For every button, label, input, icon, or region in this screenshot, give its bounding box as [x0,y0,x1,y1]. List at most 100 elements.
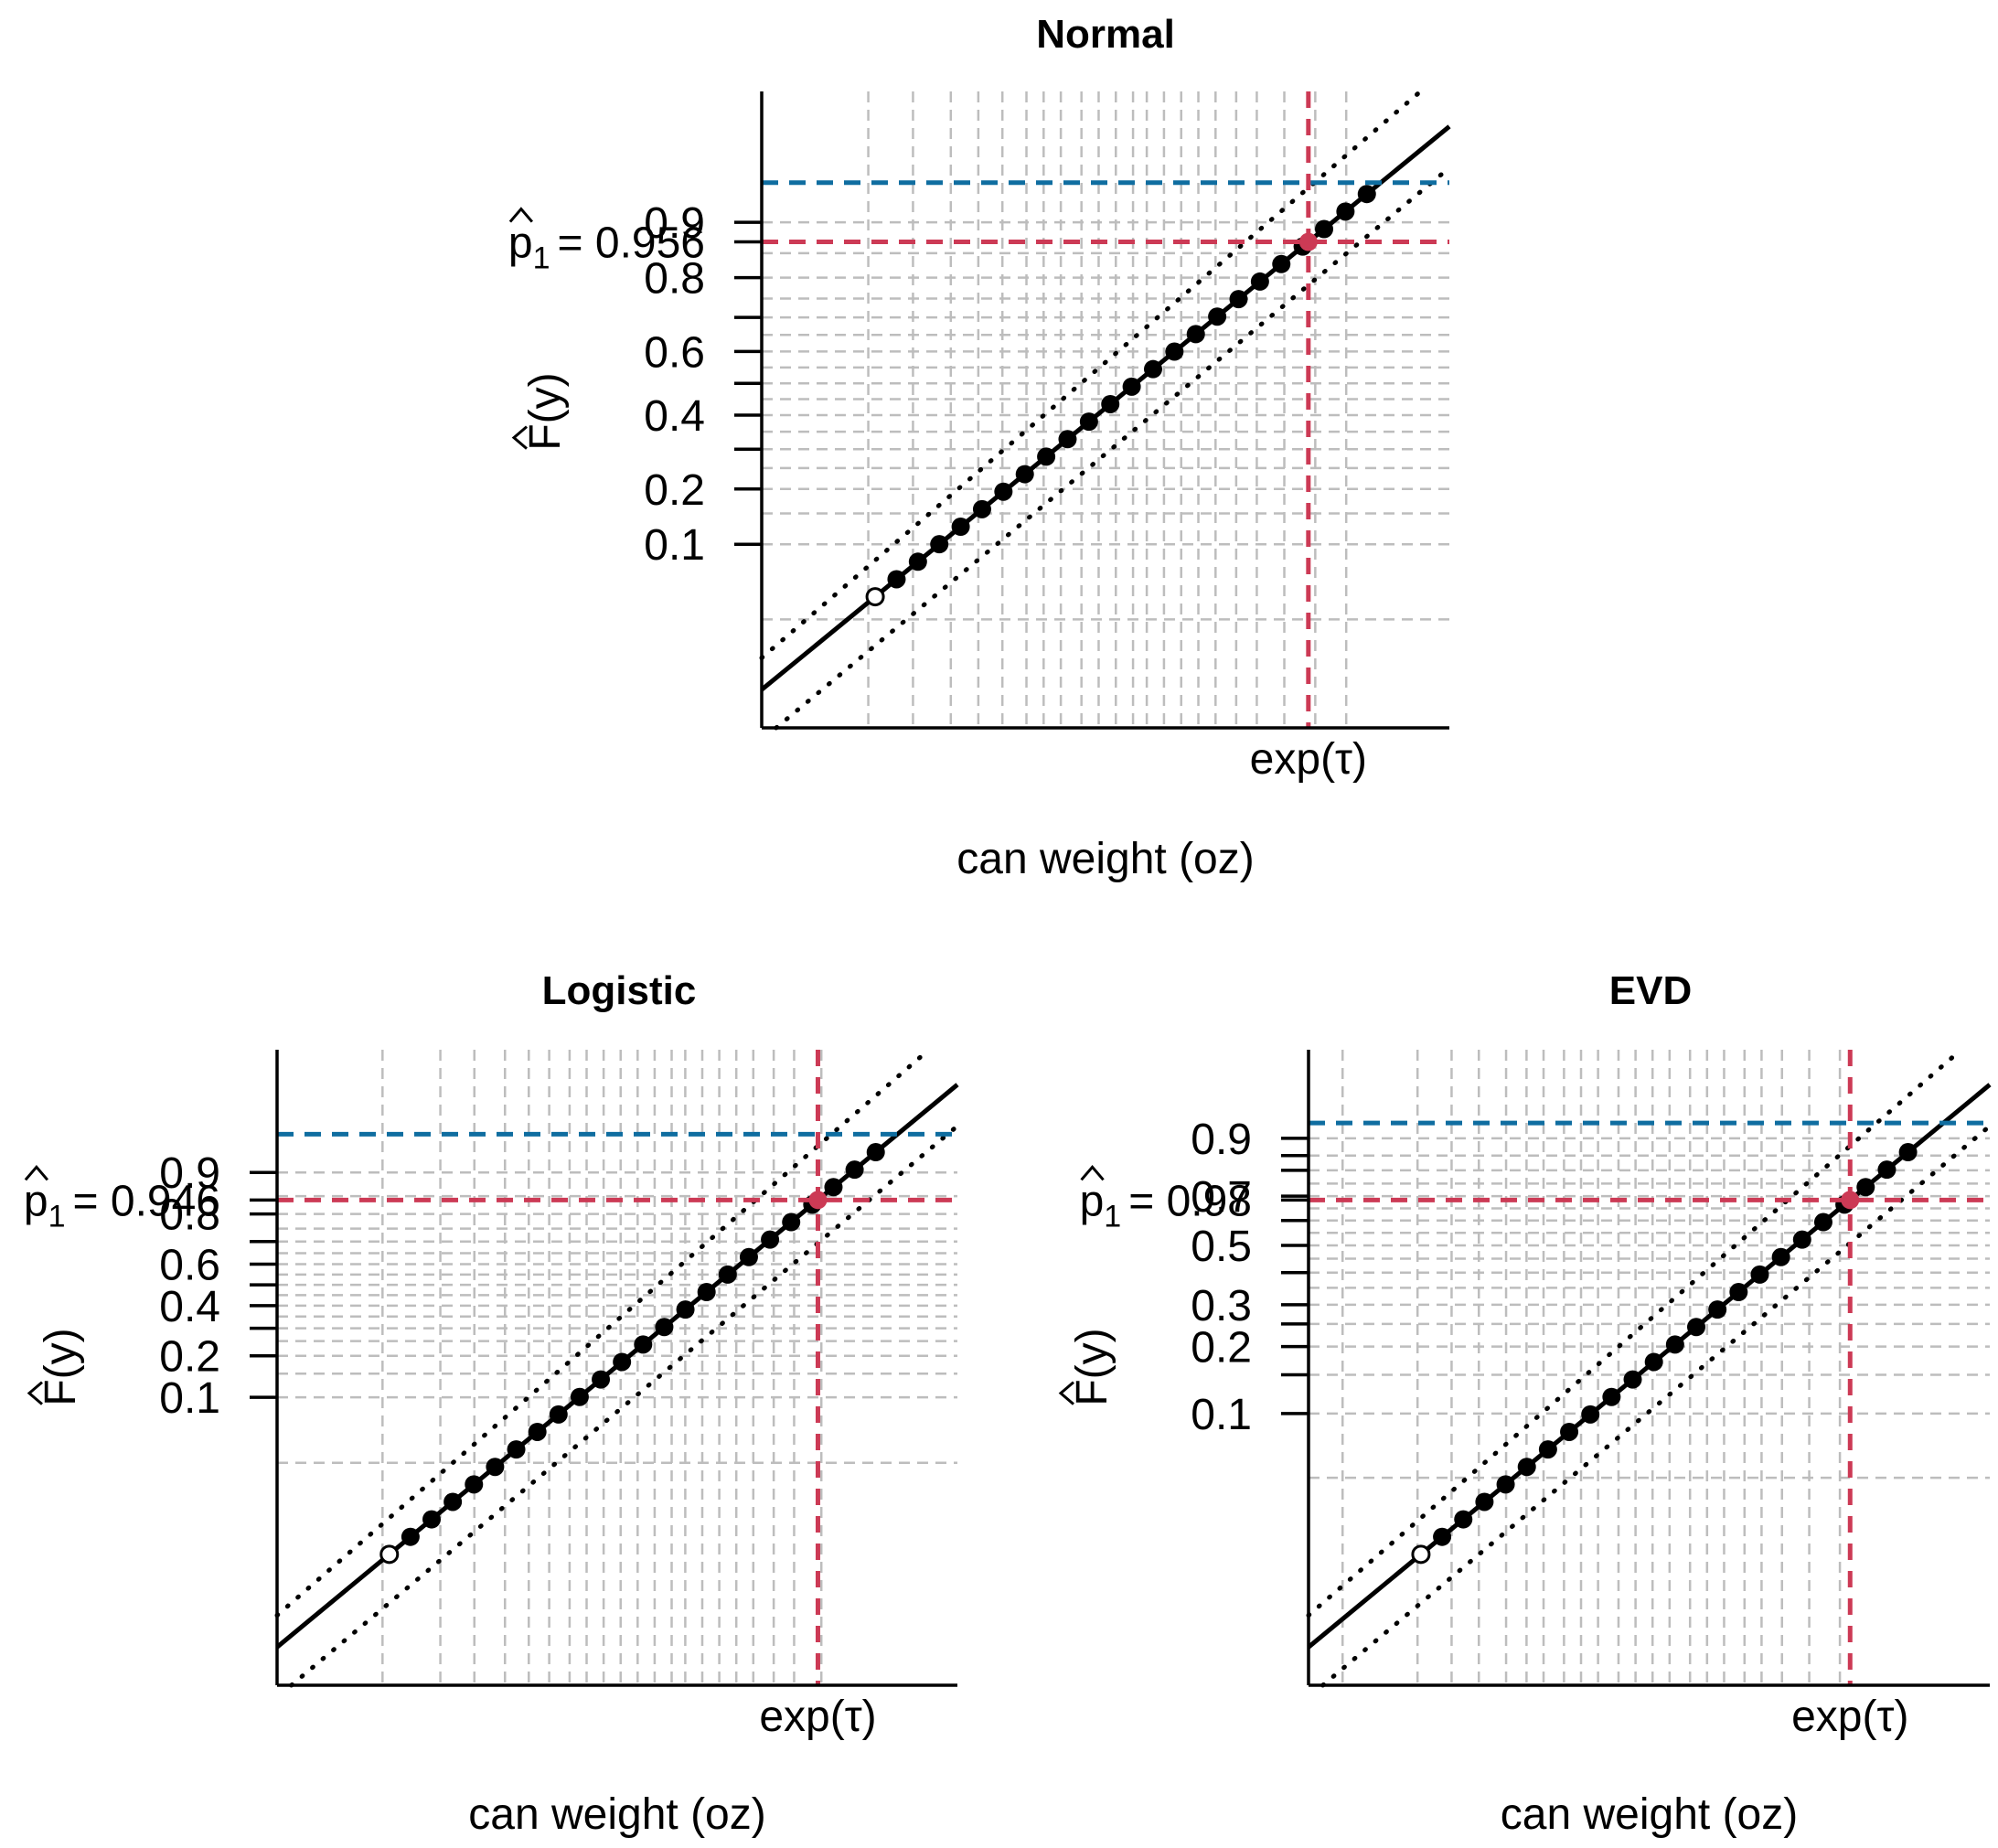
p-hat-value: = 0.956 [558,219,705,268]
upper-confidence-band [759,89,1423,660]
data-point [908,552,927,571]
lower-confidence-band [774,166,1452,731]
data-points [865,185,1376,607]
p-hat-subscript: 1 [1104,1199,1121,1234]
data-point [1792,1230,1811,1249]
y-tick-label: 0.2 [1191,1324,1252,1373]
data-point [1058,430,1077,449]
y-tick-label: 0.9 [644,199,705,248]
y-tick-label: 0.1 [644,521,705,570]
p-hat-point [808,1191,828,1210]
p-hat-accent [1080,1165,1105,1181]
f-hat-accent [1058,1381,1074,1405]
data-point [486,1458,505,1477]
panel-title: Normal [1036,12,1175,57]
p-hat-accent [24,1165,49,1181]
data-point [1729,1283,1748,1302]
data-point [1079,412,1098,432]
data-points [379,1143,885,1565]
data-point [1708,1300,1727,1319]
p-hat-accent [508,207,534,223]
p-hat-value: = 0.946 [73,1177,220,1225]
y-tick-label: 0.9 [159,1149,220,1198]
y-tick-label: 0.8 [644,255,705,304]
data-point [930,535,949,554]
p-hat-symbol: p [24,1177,48,1225]
data-point [1336,202,1355,221]
data-point [613,1352,632,1372]
y-tick-label: 0.8 [159,1191,220,1240]
data-point [379,1544,400,1565]
data-point [1644,1352,1663,1372]
data-point [1143,359,1162,379]
data-point [1560,1422,1579,1441]
data-point [1475,1492,1494,1512]
p-hat-point [1298,232,1318,251]
data-point [570,1387,589,1406]
y-tick-label: 0.4 [159,1283,220,1331]
data-point [528,1422,547,1441]
x-axis-label: can weight (oz) [956,835,1254,883]
y-axis-label-text: F(y) [37,1328,85,1405]
data-point [1186,325,1205,344]
data-point [1877,1160,1896,1180]
y-tick-label: 0.2 [159,1333,220,1382]
data-point [655,1318,674,1337]
data-point [401,1527,420,1546]
data-point [1856,1178,1875,1197]
data-point [1015,465,1034,484]
data-point [465,1475,484,1494]
y-tick-label: 0.2 [644,466,705,515]
grid [762,91,1449,728]
panel-title: EVD [1609,968,1692,1013]
p-hat-label: p1 = 0.98 [1080,1177,1252,1234]
data-point [845,1160,864,1180]
data-point [1898,1143,1918,1162]
data-point [592,1370,611,1389]
y-tick-label: 0.1 [1191,1391,1252,1439]
data-point [718,1265,737,1284]
p-hat-subscript: 1 [48,1199,66,1234]
data-point [866,1143,885,1162]
p-hat-symbol: p [508,219,533,268]
data-point [1496,1475,1515,1494]
exp-tau-label: exp(τ) [1791,1693,1908,1741]
lower-confidence-band [1320,1123,1993,1688]
data-point [1517,1458,1536,1477]
data-point [1454,1510,1473,1529]
data-point [1771,1247,1790,1266]
data-point [1411,1544,1431,1565]
data-point [1037,447,1056,466]
y-axis-label-text: F(y) [1068,1328,1117,1405]
exp-tau-label: exp(τ) [1250,735,1367,784]
lower-confidence-band [289,1123,960,1688]
y-axis-label: F(y) [511,372,570,451]
y-axis-label: F(y) [1058,1328,1117,1406]
y-tick-label: 0.6 [644,328,705,377]
data-point [1687,1318,1706,1337]
data-point [1101,394,1120,413]
data-point [1250,272,1269,291]
data-point [761,1230,780,1249]
p-hat-value: = 0.98 [1128,1177,1252,1225]
data-point [1623,1370,1642,1389]
data-point [1665,1335,1684,1354]
data-point [824,1178,843,1197]
data-point [887,570,906,589]
data-point [739,1247,758,1266]
y-tick-label: 0.5 [1191,1223,1252,1271]
y-axis-label-text: F(y) [521,372,570,450]
exp-tau-label: exp(τ) [759,1693,876,1741]
y-axis-label: F(y) [27,1328,85,1406]
data-point [1750,1265,1769,1284]
data-point [1208,307,1227,326]
data-point [697,1283,716,1302]
data-point [507,1440,526,1459]
p-hat-label: p1 = 0.956 [508,219,705,276]
data-point [1315,219,1334,239]
p-hat-symbol: p [1080,1177,1105,1225]
data-point [951,518,970,537]
y-tick-label: 0.7 [1191,1173,1252,1222]
